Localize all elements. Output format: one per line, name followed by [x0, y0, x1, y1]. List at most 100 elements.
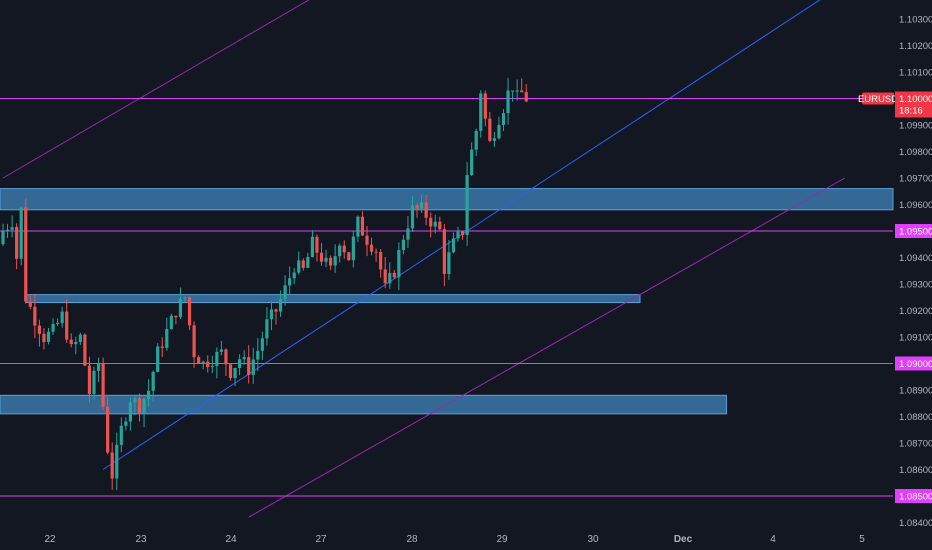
candle-body	[269, 309, 274, 320]
candle-body	[274, 309, 278, 312]
candle-body	[28, 301, 32, 307]
candle-body	[169, 315, 173, 330]
time-tick-label: 23	[135, 534, 147, 545]
symbol-tag	[862, 92, 894, 105]
candle-body	[60, 311, 64, 323]
last-price-tag	[895, 91, 932, 118]
level-tag-label: 1.08500	[899, 492, 932, 503]
candle-body	[224, 349, 228, 365]
candle-body	[301, 260, 305, 268]
candle-body	[420, 202, 424, 209]
candle-body	[365, 235, 369, 245]
candle-body	[501, 113, 506, 125]
candle-body	[228, 364, 233, 379]
zones-layer	[0, 188, 894, 415]
candle-body	[251, 359, 255, 375]
candle-body	[488, 118, 492, 141]
candle-body	[319, 252, 324, 262]
candle-body	[133, 398, 137, 403]
candle-body	[424, 202, 428, 218]
candle-body	[78, 334, 82, 343]
time-tick-label: 5	[859, 534, 865, 545]
last-price-label: 1.10000	[899, 94, 932, 105]
candle-body	[401, 239, 405, 251]
candle-body	[479, 93, 483, 131]
candles-layer	[1, 77, 528, 490]
candle-body	[69, 339, 73, 345]
candle-body	[174, 315, 178, 318]
time-axis[interactable]: 22 23 24 27 28 29 30 Dec 4 5	[44, 534, 865, 545]
candle-body	[19, 207, 23, 259]
price-tick-label: 1.10200	[899, 41, 932, 52]
candle-body	[256, 350, 260, 360]
price-tick-label: 1.08400	[899, 518, 932, 529]
candle-body	[33, 306, 37, 326]
candle-body	[183, 297, 187, 299]
price-tick-label: 1.10300	[899, 15, 932, 26]
candle-body	[42, 333, 46, 343]
candle-body	[201, 361, 205, 365]
candle-body	[415, 205, 419, 209]
candle-body	[515, 90, 519, 92]
candle-body	[92, 370, 96, 394]
candle-body	[210, 365, 214, 367]
candle-body	[397, 250, 401, 278]
candle-body	[156, 346, 160, 372]
candle-body	[474, 130, 478, 150]
candle-body	[297, 260, 301, 273]
candle-body	[197, 357, 201, 365]
candle-body	[383, 269, 387, 284]
candle-body	[438, 221, 442, 230]
candle-body	[288, 278, 292, 286]
price-tick-label: 1.09600	[899, 200, 932, 211]
candle-body	[178, 298, 183, 318]
candle-body	[128, 402, 132, 422]
candle-body	[51, 324, 55, 332]
candle-body	[238, 359, 242, 369]
candle-body	[65, 311, 69, 340]
candle-body	[215, 351, 219, 366]
candle-body	[83, 334, 87, 366]
candle-body	[278, 299, 283, 312]
candle-body	[524, 92, 528, 102]
candle-body	[283, 285, 287, 300]
candle-body	[206, 361, 210, 367]
level-tag	[895, 224, 932, 238]
candle-body	[347, 252, 351, 261]
level-tag	[895, 356, 932, 371]
time-tick-label: 27	[315, 534, 327, 545]
time-tick-label: Dec	[674, 534, 693, 545]
candle-body	[492, 138, 496, 141]
candle-body	[342, 245, 346, 253]
candle-body	[369, 244, 374, 252]
candle-body	[410, 205, 415, 229]
candle-body	[10, 227, 14, 230]
candle-body	[147, 390, 151, 400]
trendline-purple-3	[2, 0, 310, 179]
countdown-label: 18:16	[899, 106, 923, 117]
candle-body	[356, 216, 360, 237]
candle-body	[310, 236, 314, 257]
candle-body	[101, 363, 105, 407]
price-tick-label: 1.09700	[899, 174, 932, 185]
price-tick-label: 1.09400	[899, 253, 932, 264]
candle-body	[306, 256, 310, 268]
candle-body	[351, 236, 355, 261]
candle-body	[470, 149, 474, 176]
candle-body	[447, 252, 451, 274]
candle-body	[242, 357, 246, 360]
candle-body	[187, 297, 192, 326]
candle-body	[87, 365, 92, 394]
price-tick-label: 1.09900	[899, 121, 932, 132]
candle-body	[119, 425, 123, 445]
zone-box-3	[0, 394, 727, 415]
candle-body	[110, 452, 114, 479]
candle-body	[360, 216, 365, 236]
candle-body	[374, 251, 378, 253]
candle-body	[106, 406, 110, 453]
candle-body	[5, 229, 10, 232]
candle-body	[260, 338, 264, 351]
level-tag-label: 1.09000	[899, 359, 932, 370]
